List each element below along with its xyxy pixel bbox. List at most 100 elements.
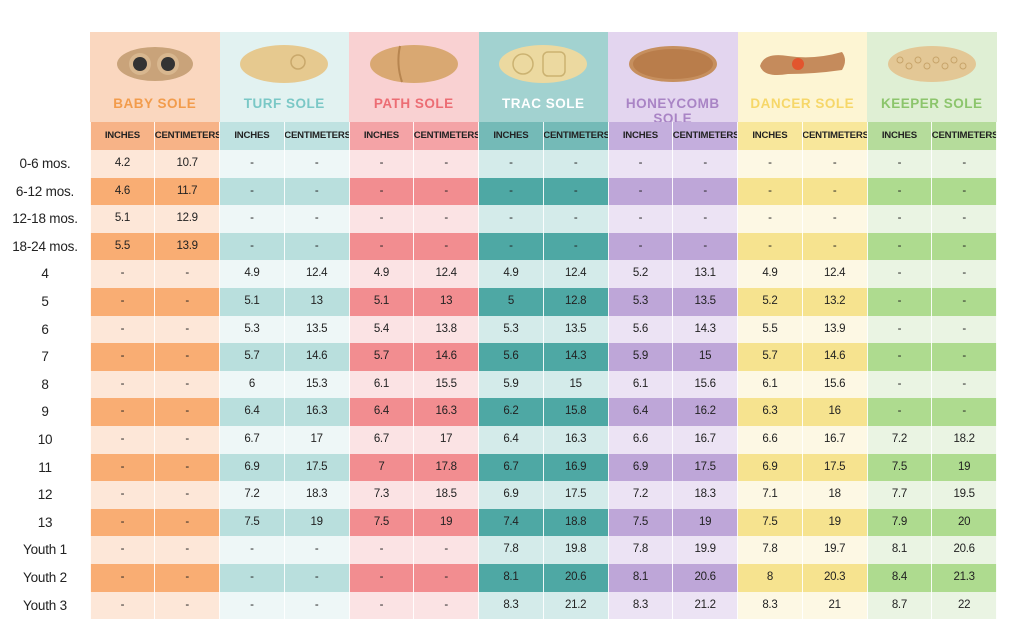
centimeters-cell: 19	[802, 508, 867, 537]
centimeters-cell: 22	[931, 591, 997, 620]
column-divider	[672, 122, 674, 620]
inches-cell: 7.2	[219, 481, 285, 509]
centimeters-cell: 17	[413, 426, 479, 454]
inches-cell: -	[90, 315, 155, 344]
inches-cell: -	[349, 232, 414, 261]
inches-cell: -	[219, 150, 285, 178]
centimeters-cell: 18.3	[672, 481, 738, 509]
centimeters-cell: -	[154, 315, 220, 344]
centimeters-cell: 19.7	[802, 536, 867, 564]
centimeters-cell: -	[672, 205, 738, 233]
centimeters-cell: -	[413, 205, 479, 233]
sole-header-3: PATH SOLE	[349, 32, 479, 122]
centimeters-cell: 19	[931, 453, 997, 482]
centimeters-cell: 20.3	[802, 564, 867, 592]
centimeters-cell: -	[931, 260, 997, 288]
centimeters-cell: 18.3	[284, 481, 349, 509]
centimeters-cell: 12.4	[543, 260, 608, 288]
inches-cell: 7.1	[737, 481, 803, 509]
inches-cell: -	[867, 398, 932, 426]
centimeters-cell: 15.5	[413, 370, 479, 399]
size-label: 5	[41, 294, 49, 309]
centimeters-cell: 15.6	[672, 370, 738, 399]
inches-cell: 6.4	[478, 426, 544, 454]
centimeters-cell: -	[284, 591, 349, 620]
inches-cell: -	[349, 205, 414, 233]
column-divider	[413, 122, 415, 620]
inches-cell: 4.9	[478, 260, 544, 288]
centimeters-cell: 14.6	[413, 343, 479, 371]
inches-cell: 6.2	[478, 398, 544, 426]
inches-cell: 5.9	[478, 370, 544, 399]
centimeters-cell: 15.8	[543, 398, 608, 426]
centimeters-cell: -	[543, 232, 608, 261]
inches-cell: -	[737, 150, 803, 178]
size-label: 0-6 mos.	[19, 156, 71, 171]
centimeters-header: CENTIMETERS	[802, 122, 867, 150]
inches-cell: 6.4	[219, 398, 285, 426]
centimeters-cell: 21.2	[543, 591, 608, 620]
inches-cell: -	[349, 536, 414, 564]
size-label: 6	[41, 321, 49, 337]
centimeters-cell: 20.6	[543, 564, 608, 592]
centimeters-cell: -	[672, 232, 738, 261]
centimeters-cell: 18.2	[931, 426, 997, 454]
inches-cell: 6.1	[349, 370, 414, 399]
inches-cell: 5.1	[90, 205, 155, 233]
centimeters-cell: 20	[931, 508, 997, 537]
sole-name: PATH SOLE	[373, 96, 454, 111]
centimeters-cell: -	[543, 205, 608, 233]
inches-header: INCHES	[478, 122, 544, 150]
centimeters-cell: -	[284, 564, 349, 592]
inches-cell: 8.7	[867, 591, 932, 620]
centimeters-cell: 13.5	[543, 315, 608, 344]
inches-cell: 6.1	[737, 370, 803, 399]
centimeters-cell: 14.3	[672, 315, 738, 344]
centimeters-cell: 15.6	[802, 370, 867, 399]
centimeters-cell: -	[931, 177, 997, 206]
centimeters-cell: -	[802, 232, 867, 261]
inches-cell: 5.6	[608, 315, 673, 344]
centimeters-cell: -	[543, 150, 608, 178]
inches-cell: 6.9	[478, 481, 544, 509]
inches-cell: 5.2	[608, 260, 673, 288]
size-label: Youth 2	[23, 570, 67, 585]
sole-header-7: KEEPER SOLE	[867, 32, 997, 122]
inches-cell: 6.9	[219, 453, 285, 482]
path-sole-icon	[369, 45, 458, 83]
column-divider	[737, 122, 738, 620]
centimeters-cell: 14.3	[543, 343, 608, 371]
inches-cell: -	[90, 288, 155, 316]
inches-cell: -	[90, 564, 155, 592]
inches-cell: -	[219, 536, 285, 564]
inches-cell: 7.3	[349, 481, 414, 509]
inches-cell: 5.7	[219, 343, 285, 371]
centimeters-cell: -	[802, 205, 867, 233]
centimeters-cell: 20.6	[672, 564, 738, 592]
centimeters-cell: -	[154, 398, 220, 426]
inches-cell: -	[737, 205, 803, 233]
centimeters-cell: -	[284, 205, 349, 233]
centimeters-cell: 21.3	[931, 564, 997, 592]
column-divider	[542, 122, 544, 620]
inches-cell: 8.3	[608, 591, 673, 620]
inches-cell: -	[867, 150, 932, 178]
inches-cell: -	[867, 232, 932, 261]
turf-sole-icon	[240, 45, 329, 83]
inches-cell: -	[478, 232, 544, 261]
inches-cell: 8.3	[737, 591, 803, 620]
centimeters-header: CENTIMETERS	[154, 122, 220, 150]
centimeters-cell: 10.7	[154, 150, 220, 178]
column-divider	[154, 122, 156, 620]
inches-cell: 4.9	[219, 260, 285, 288]
centimeters-cell: 15.3	[284, 370, 349, 399]
inches-cell: -	[349, 564, 414, 592]
inches-header: INCHES	[219, 122, 285, 150]
size-label: 18-24 mos.	[12, 238, 78, 254]
inches-cell: 5.9	[608, 343, 673, 371]
centimeters-header: CENTIMETERS	[413, 122, 479, 150]
centimeters-cell: -	[284, 177, 349, 206]
centimeters-cell: -	[413, 564, 479, 592]
centimeters-cell: 17.5	[284, 453, 349, 482]
centimeters-cell: 19.5	[931, 481, 997, 509]
